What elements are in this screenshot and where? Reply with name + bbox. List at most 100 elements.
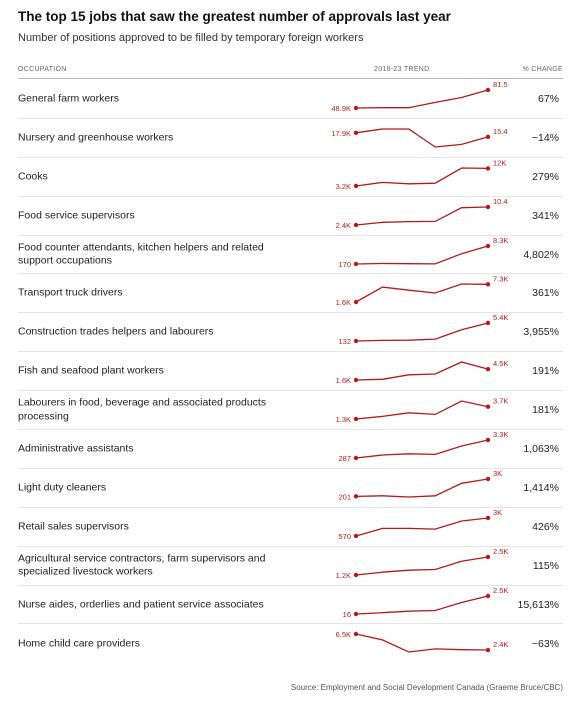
trend-line (355, 322, 489, 342)
start-value-label: 1.6K (336, 376, 351, 385)
percent-change: 341% (532, 209, 559, 222)
end-point (485, 243, 491, 248)
table-row: General farm workers 48.9K 81.5K 67% (18, 80, 563, 119)
trend-line (355, 517, 489, 537)
start-point (353, 183, 359, 188)
start-value-label: 201 (338, 492, 351, 501)
trend-line (355, 128, 489, 148)
end-point (485, 648, 491, 653)
percent-change: 1,063% (523, 442, 559, 455)
start-value-label: 1.3K (336, 415, 351, 424)
occupation-label: Transport truck drivers (18, 286, 123, 299)
end-point (485, 404, 491, 409)
trend-sparkline: 1.2K 2.5K (336, 547, 508, 580)
chart-subtitle: Number of positions approved to be fille… (18, 32, 364, 44)
end-point (485, 321, 491, 326)
trend-sparkline: 17.9K 15.4K (331, 127, 508, 148)
occupation-label: Agricultural service contractors, farm s… (18, 552, 266, 578)
table-row: Fish and seafood plant workers 1.6K 4.5K 19… (18, 352, 563, 392)
header-occupation: OCCUPATION (18, 66, 67, 73)
start-point (353, 494, 359, 499)
end-value-label: 10.4K (493, 197, 508, 206)
start-point (353, 300, 359, 305)
trend-sparkline: 48.9K 81.5K (331, 80, 508, 113)
percent-change: 191% (532, 365, 559, 378)
table-row: Light duty cleaners 201 3K 1,414% (18, 469, 563, 508)
header-trend: 2018-23 TREND (374, 66, 430, 73)
end-value-label: 3K (493, 469, 502, 478)
start-value-label: 170 (338, 260, 351, 269)
end-point (485, 476, 491, 482)
occupation-label: Food service supervisors (18, 208, 135, 221)
trend-line (355, 478, 489, 498)
trend-sparkline: 2.4K 10.4K (336, 197, 508, 230)
start-value-label: 6.5K (336, 630, 351, 639)
trend-sparkline: 570 3K (338, 508, 502, 541)
start-point (353, 455, 359, 461)
end-value-label: 2.5K (493, 586, 508, 595)
start-point (353, 416, 359, 422)
source-note: Source: Employment and Social Developmen… (290, 683, 563, 692)
start-value-label: 570 (338, 532, 351, 541)
end-value-label: 81.5K (493, 80, 508, 89)
trend-line (355, 244, 489, 265)
percent-change: 15,613% (517, 598, 559, 611)
end-point (485, 554, 491, 559)
trend-sparkline: 287 3.3K (338, 430, 508, 463)
start-point (353, 130, 359, 135)
percent-change: 4,802% (523, 248, 559, 261)
start-point (353, 533, 359, 538)
trend-line (355, 361, 489, 381)
percent-change: 181% (532, 404, 559, 417)
occupation-label: Nursery and greenhouse workers (18, 131, 174, 144)
end-value-label: 15.4K (493, 127, 508, 136)
end-value-label: 5.4K (493, 313, 508, 322)
end-point (485, 165, 491, 171)
header-change: % CHANGE (522, 66, 563, 73)
trend-line (355, 594, 489, 615)
trend-line (355, 283, 489, 304)
trend-line (355, 633, 489, 654)
start-point (353, 339, 359, 344)
end-point (485, 515, 491, 520)
occupation-table: General farm workers 48.9K 81.5K 67% Nursery… (0, 80, 579, 663)
start-point (353, 261, 359, 266)
end-point (485, 593, 491, 598)
start-value-label: 17.9K (331, 129, 351, 138)
percent-change: 1,414% (523, 481, 559, 494)
trend-line (355, 400, 489, 420)
percent-change: 279% (532, 170, 559, 183)
start-point (353, 611, 359, 616)
end-value-label: 3K (493, 508, 502, 517)
end-point (485, 437, 491, 443)
table-row: Labourers in food, beverage and associat… (18, 391, 563, 431)
trend-sparkline: 16 2.5K (343, 586, 508, 619)
percent-change: 3,955% (523, 326, 559, 339)
table-row: Retail sales supervisors 570 3K 426% (18, 508, 563, 547)
end-value-label: 8.3K (493, 236, 508, 245)
start-point (353, 632, 359, 637)
occupation-label: Food counter attendants, kitchen helpers… (18, 241, 264, 267)
start-point (353, 105, 359, 111)
start-value-label: 132 (338, 337, 351, 346)
end-point (485, 367, 491, 372)
table-row: Food counter attendants, kitchen helpers… (18, 236, 563, 275)
table-row: Food service supervisors 2.4K 10.4K 341% (18, 197, 563, 236)
occupation-label: Fish and seafood plant workers (18, 364, 164, 377)
start-value-label: 287 (338, 454, 351, 463)
end-value-label: 4.5K (493, 359, 508, 368)
table-row: Cooks 3.2K 12K 279% (18, 158, 563, 197)
table-row: Nursery and greenhouse workers 17.9K 15.4K… (18, 119, 563, 158)
trend-line (355, 206, 489, 226)
percent-change: 361% (532, 287, 559, 300)
table-row: Transport truck drivers 1.6K 7.3K 361% (18, 274, 563, 314)
start-point (353, 222, 359, 227)
end-point (485, 204, 491, 209)
start-value-label: 16 (343, 610, 351, 619)
start-point (353, 378, 359, 383)
trend-sparkline: 1.6K 4.5K (336, 359, 508, 385)
table-row: Home child care providers 6.5K 2.4K −63% (18, 624, 563, 663)
trend-sparkline: 1.6K 7.3K (336, 275, 508, 308)
end-point (485, 134, 491, 139)
percent-change: −14% (531, 131, 559, 144)
